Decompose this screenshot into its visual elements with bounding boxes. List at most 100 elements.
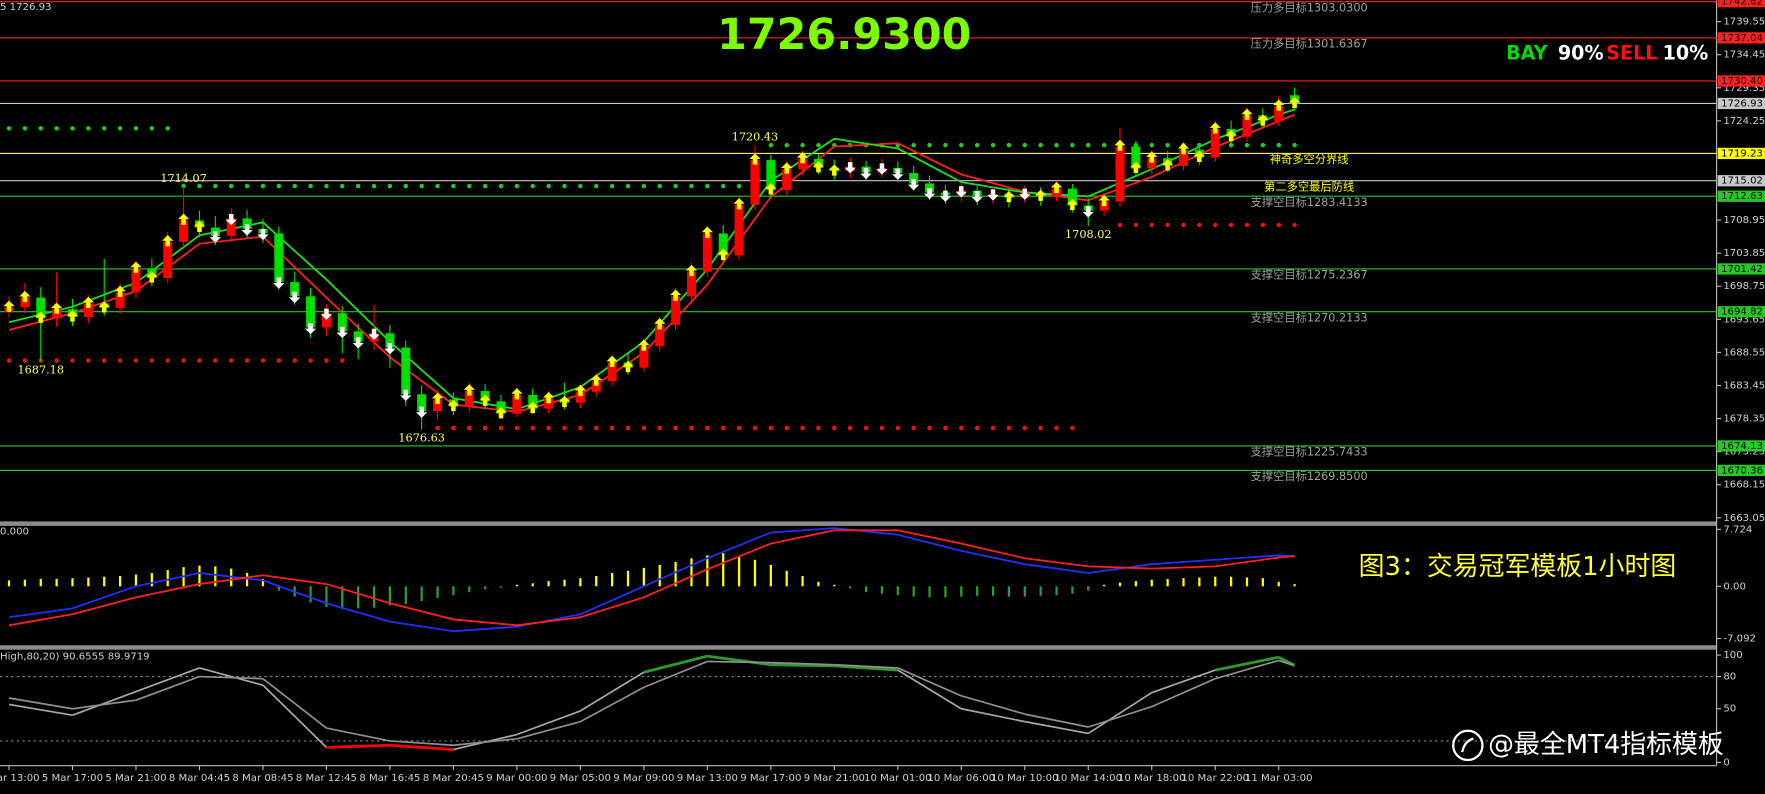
low-label: 1676.63 <box>398 432 445 445</box>
macd-label: 0.000 <box>0 527 29 538</box>
price-tag-label: 1742.62 <box>1721 0 1763 8</box>
candle-body <box>1099 201 1109 211</box>
line-segment <box>1087 691 1153 735</box>
candle-body <box>36 297 46 319</box>
stop-dot <box>70 126 75 131</box>
candle-body <box>1115 146 1125 202</box>
candle-body <box>1178 149 1188 166</box>
price-tag-label: 1694.82 <box>1721 307 1763 318</box>
stop-dot <box>22 126 28 131</box>
stop-dot <box>1149 142 1155 148</box>
candle-body <box>115 292 125 308</box>
candle-body <box>528 394 538 409</box>
line-segment <box>389 740 454 747</box>
stop-dot <box>1165 142 1170 148</box>
y-tick-label: 0 <box>1723 757 1729 768</box>
y-tick-label: 50 <box>1723 704 1736 715</box>
x-tick-label: 10 Mar 01:00 <box>864 773 932 784</box>
candle-body <box>83 303 93 318</box>
price-tag-label: 1712.63 <box>1721 191 1763 202</box>
signal-arrow <box>923 188 936 200</box>
candle-body <box>766 160 776 190</box>
stop-dot <box>308 358 313 363</box>
line-segment <box>579 686 645 723</box>
stop-dot <box>165 126 170 131</box>
level-text: 神奇多空分界线 <box>1270 152 1349 166</box>
x-tick-label: 11 Mar 03:00 <box>1245 773 1313 784</box>
stop-dot <box>879 425 885 431</box>
price-tag <box>1717 306 1765 318</box>
stop-dot <box>593 183 599 189</box>
candle-body <box>575 391 585 403</box>
signal-arrow <box>431 392 444 404</box>
y-tick-label: 1688.55 <box>1723 347 1765 358</box>
candle-body <box>401 347 411 395</box>
x-tick-label: 5 Mar 17:00 <box>42 773 103 784</box>
y-tick-label: 1693.65 <box>1723 314 1765 325</box>
stop-dot <box>832 425 837 431</box>
stop-dot <box>1276 142 1281 148</box>
line-segment <box>1151 677 1216 708</box>
stop-dot <box>736 425 742 431</box>
stop-dot <box>324 183 329 189</box>
stop-dot <box>498 183 504 189</box>
x-tick-label: 10 Mar 18:00 <box>1118 773 1186 784</box>
stop-dot <box>1054 425 1059 431</box>
y-tick-label: 80 <box>1723 672 1736 683</box>
candle-body <box>417 394 427 412</box>
stop-dot <box>1292 222 1297 228</box>
x-tick-label: 5 Mar 13:00 <box>0 773 40 784</box>
line-segment <box>516 720 581 740</box>
y-tick-label: 0.00 <box>1723 581 1746 592</box>
price-tag <box>1717 147 1765 160</box>
candle-body <box>686 271 696 297</box>
stop-dot <box>847 425 853 431</box>
indicator-line <box>8 529 1295 627</box>
stop-dot <box>514 425 520 431</box>
stop-dot <box>165 358 170 363</box>
price-tag <box>1717 440 1765 452</box>
x-tick-label: 8 Mar 12:45 <box>296 773 357 784</box>
stop-dot <box>990 142 996 148</box>
candle-body <box>925 183 935 193</box>
price-tag-label: 1719.23 <box>1721 148 1763 159</box>
candle-body <box>1131 146 1141 169</box>
line-segment <box>1215 659 1279 680</box>
stop-dot <box>720 425 726 431</box>
y-tick-label: 1683.45 <box>1723 380 1765 391</box>
signal-arrow <box>558 395 571 408</box>
line-segment <box>897 667 962 697</box>
stop-dot <box>133 126 139 131</box>
signal-arrow <box>1050 181 1063 194</box>
candle-body <box>639 346 649 368</box>
line-segment <box>262 684 328 748</box>
candle-body <box>464 391 474 407</box>
stop-dot <box>546 425 551 431</box>
signal-arrow <box>733 198 745 210</box>
stop-dot <box>54 126 59 131</box>
line-segment <box>707 660 771 664</box>
pane-separator <box>0 521 1717 526</box>
signal-arrow <box>812 161 825 173</box>
stop-dot <box>1260 142 1266 148</box>
stop-dot <box>562 425 567 431</box>
price-tag-label: 1726.93 <box>1721 98 1763 109</box>
candle-body <box>226 218 236 236</box>
stop-dot <box>6 126 12 131</box>
candle-body <box>131 268 141 293</box>
stop-dot <box>340 183 345 189</box>
stop-dot <box>1228 142 1234 148</box>
line-segment <box>72 690 137 716</box>
stop-dot <box>784 425 789 431</box>
x-tick-label: 9 Mar 09:00 <box>613 773 674 784</box>
watermark: @最全MT4指标模板 <box>1488 730 1724 760</box>
x-tick-label: 9 Mar 21:00 <box>804 773 865 784</box>
line-segment <box>897 669 962 710</box>
stop-dot <box>578 425 583 431</box>
price-tag-label: 1701.42 <box>1721 264 1763 275</box>
signal-arrow <box>654 318 666 330</box>
stop-dot <box>355 183 361 189</box>
signal-arrow <box>828 164 840 176</box>
stop-dot <box>959 425 964 431</box>
